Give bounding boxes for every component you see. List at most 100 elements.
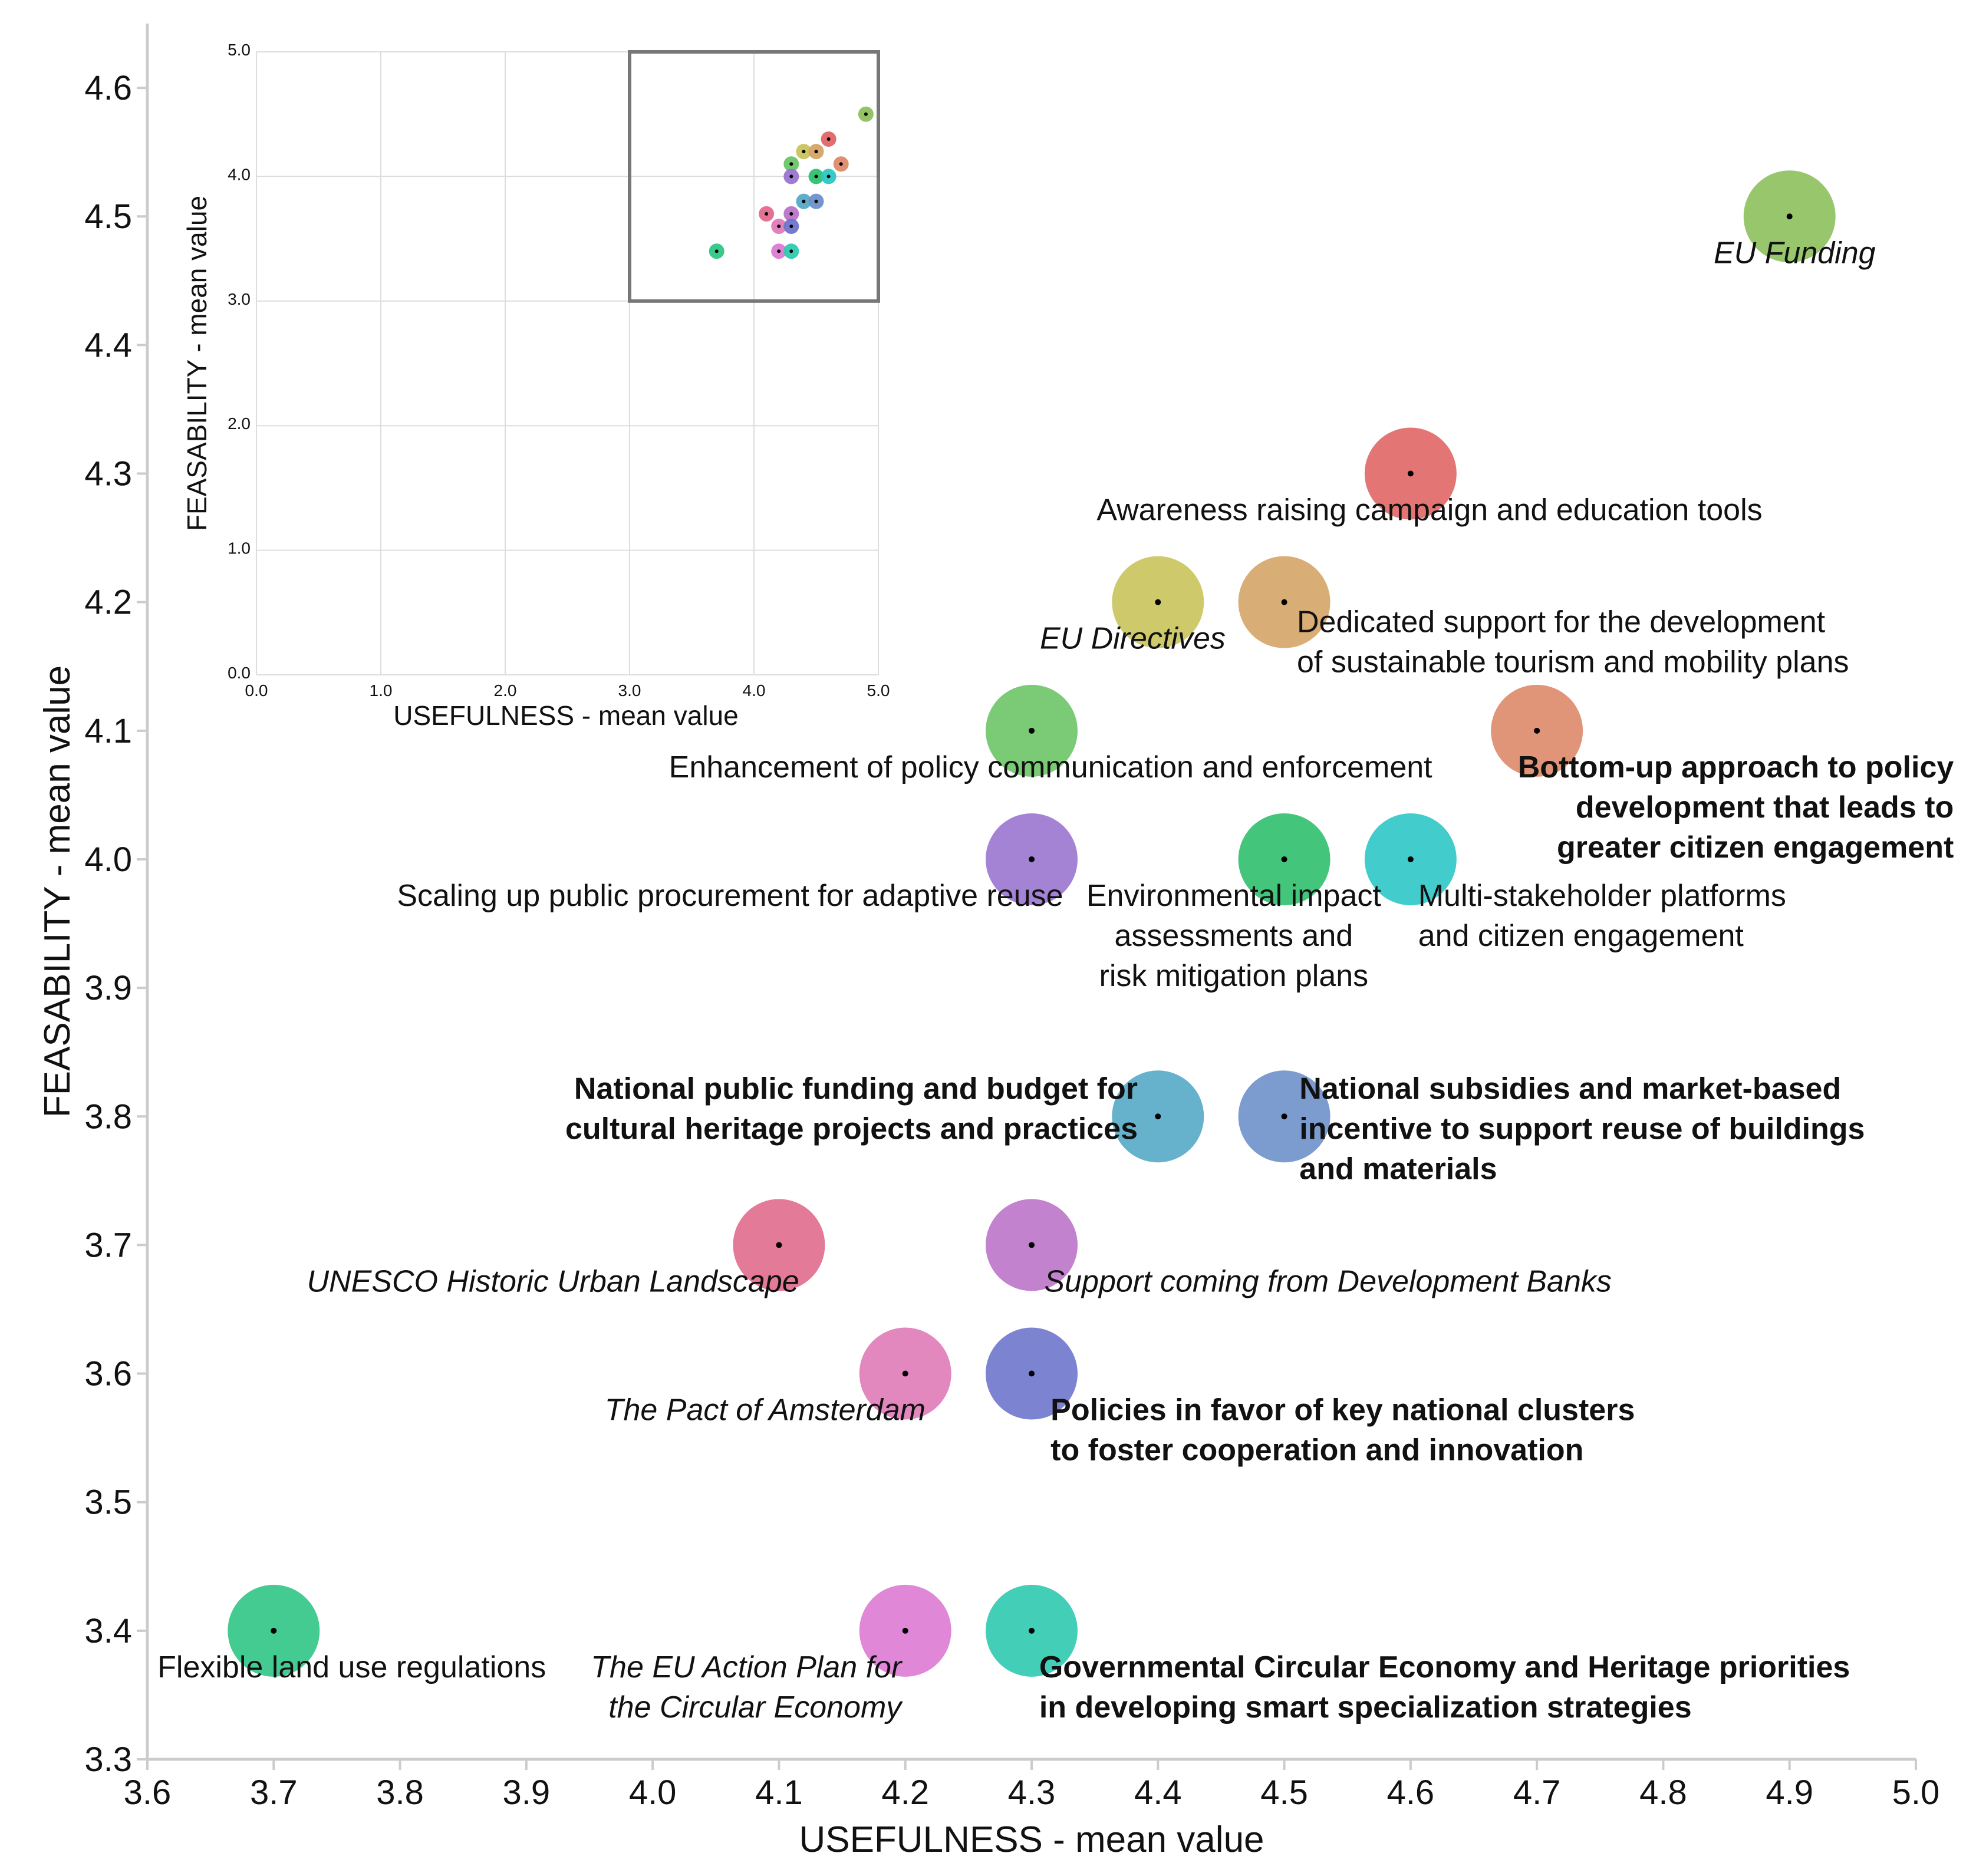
y-tick-label: 4.0 — [84, 840, 132, 879]
data-label: Dedicated support for the development of … — [1297, 605, 1849, 679]
y-tick-label: 3.3 — [84, 1740, 132, 1779]
inset-data-center-dot — [864, 112, 868, 116]
data-label: Governmental Circular Economy and Herita… — [1039, 1650, 1850, 1725]
main-plot: 3.6 3.7 3.8 3.9 4.0 4.1 4.2 4.3 4.4 4.5 4.6 4.7 4.8 4… — [37, 24, 1954, 1860]
data-center-dot — [1534, 727, 1540, 734]
inset-data-center-dot — [802, 150, 806, 154]
data-label-line: EU Directives — [1040, 622, 1226, 656]
inset-data-center-dot — [777, 249, 781, 253]
data-label-line: Scaling up public procurement for adapti… — [397, 879, 1063, 913]
x-tick-label: 4.4 — [1134, 1773, 1182, 1812]
y-axis-title: FEASABILITY - mean value — [37, 665, 78, 1117]
inset-y-tick-label: 0.0 — [228, 664, 251, 682]
data-label-line: and materials — [1299, 1152, 1497, 1186]
x-tick-label: 4.1 — [755, 1773, 803, 1812]
data-label-line: incentive to support reuse of buildings — [1299, 1112, 1865, 1146]
data-label: EU Directives — [1040, 622, 1226, 656]
data-center-dot — [1029, 1370, 1035, 1377]
data-center-dot — [1281, 856, 1287, 862]
inset-x-tick-label: 5.0 — [867, 681, 890, 700]
data-label-line: Policies in favor of key national cluste… — [1050, 1393, 1635, 1427]
inset-y-tick-label: 2.0 — [228, 414, 251, 433]
data-label: National public funding and budget for cu… — [565, 1071, 1138, 1146]
data-center-dot — [271, 1627, 277, 1634]
x-tick-label: 4.7 — [1513, 1773, 1561, 1812]
x-tick-label: 5.0 — [1892, 1773, 1940, 1812]
data-center-dot — [1281, 1113, 1287, 1120]
data-label: Multi-stakeholder platforms and citizen e… — [1418, 879, 1786, 953]
data-label-line: UNESCO Historic Urban Landscape — [307, 1264, 799, 1298]
data-label-line: to foster cooperation and innovation — [1050, 1433, 1583, 1468]
inset-data-center-dot — [814, 150, 818, 154]
x-tick-label: 4.8 — [1639, 1773, 1687, 1812]
inset-data-center-dot — [765, 212, 769, 216]
y-tick-label: 3.5 — [84, 1483, 132, 1522]
inset-x-tick-label: 1.0 — [370, 681, 393, 700]
data-label: Enhancement of policy communication and … — [669, 750, 1433, 784]
data-label-line: Flexible land use regulations — [157, 1650, 546, 1684]
data-label: The Pact of Amsterdam — [605, 1393, 926, 1427]
data-label: National subsidies and market-based incen… — [1299, 1071, 1865, 1186]
x-tick-label: 4.3 — [1008, 1773, 1056, 1812]
data-label-line: Support coming from Development Banks — [1044, 1264, 1611, 1298]
data-center-dot — [1029, 727, 1035, 734]
inset-plot: 0.0 1.0 2.0 3.0 4.0 5.0 0.0 1.0 2.0 3.0 4.0 5.0 USEF… — [182, 41, 890, 731]
inset-data-center-dot — [789, 249, 793, 253]
y-tick-label: 4.1 — [84, 712, 132, 750]
data-center-dot — [1281, 599, 1287, 605]
data-label: Scaling up public procurement for adapti… — [397, 879, 1063, 913]
data-center-dot — [1155, 1113, 1161, 1120]
inset-y-tick-label: 3.0 — [228, 290, 251, 308]
inset-data-center-dot — [789, 224, 793, 228]
inset-data-center-dot — [789, 212, 793, 216]
y-tick-label: 3.9 — [84, 969, 132, 1007]
inset-data-center-dot — [802, 199, 806, 203]
y-tick-label: 4.3 — [84, 455, 132, 493]
data-label-line: EU Funding — [1714, 236, 1876, 270]
inset-x-tick-label: 3.0 — [618, 681, 641, 700]
data-center-dot — [1407, 470, 1414, 477]
inset-y-axis-title: FEASABILITY - mean value — [182, 196, 212, 531]
data-label-line: National subsidies and market-based — [1299, 1071, 1841, 1106]
data-label-line: Bottom-up approach to policy — [1518, 750, 1954, 784]
y-tick-label: 3.4 — [84, 1612, 132, 1650]
data-center-dot — [1407, 856, 1414, 862]
inset-data-center-dot — [839, 162, 843, 166]
inset-y-tick-label: 1.0 — [228, 539, 251, 558]
data-label: Flexible land use regulations — [157, 1650, 546, 1684]
data-center-dot — [1786, 213, 1793, 220]
data-center-dot — [776, 1242, 782, 1248]
inset-data-center-dot — [789, 174, 793, 179]
data-label-line: of sustainable tourism and mobility plan… — [1297, 645, 1849, 679]
x-tick-label: 4.6 — [1387, 1773, 1435, 1812]
data-label-line: risk mitigation plans — [1099, 959, 1369, 993]
data-label-line: The EU Action Plan for — [591, 1650, 903, 1684]
data-label-line: in developing smart specialization strat… — [1039, 1690, 1692, 1725]
inset-data-center-dot — [826, 137, 831, 141]
data-label-line: The Pact of Amsterdam — [605, 1393, 926, 1427]
data-label-line: the Circular Economy — [608, 1690, 903, 1725]
y-tick-label: 4.4 — [84, 326, 132, 364]
x-tick-label: 4.0 — [629, 1773, 677, 1812]
data-label-line: and citizen engagement — [1418, 919, 1744, 953]
y-tick-label: 4.2 — [84, 583, 132, 622]
data-label-line: greater citizen engagement — [1557, 830, 1954, 865]
data-label: The EU Action Plan for the Circular Econo… — [591, 1650, 903, 1725]
inset-data-center-dot — [789, 162, 793, 166]
data-center-dot — [1029, 1627, 1035, 1634]
x-tick-label: 4.2 — [881, 1773, 929, 1812]
data-center-dot — [902, 1370, 908, 1377]
data-label-line: Dedicated support for the development — [1297, 605, 1826, 639]
data-label-line: assessments and — [1115, 919, 1353, 953]
y-tick-label: 4.6 — [84, 69, 132, 107]
inset-x-tick-label: 2.0 — [494, 681, 517, 700]
data-label: EU Funding — [1714, 236, 1876, 270]
inset-x-axis-title: USEFULNESS - mean value — [393, 700, 738, 731]
x-tick-label: 3.6 — [124, 1773, 172, 1812]
inset-zoom-rectangle — [628, 50, 880, 303]
inset-data-center-dot — [777, 224, 781, 228]
data-label-line: Multi-stakeholder platforms — [1418, 879, 1786, 913]
x-axis-title: USEFULNESS - mean value — [799, 1819, 1264, 1860]
x-tick-label: 3.7 — [250, 1773, 298, 1812]
